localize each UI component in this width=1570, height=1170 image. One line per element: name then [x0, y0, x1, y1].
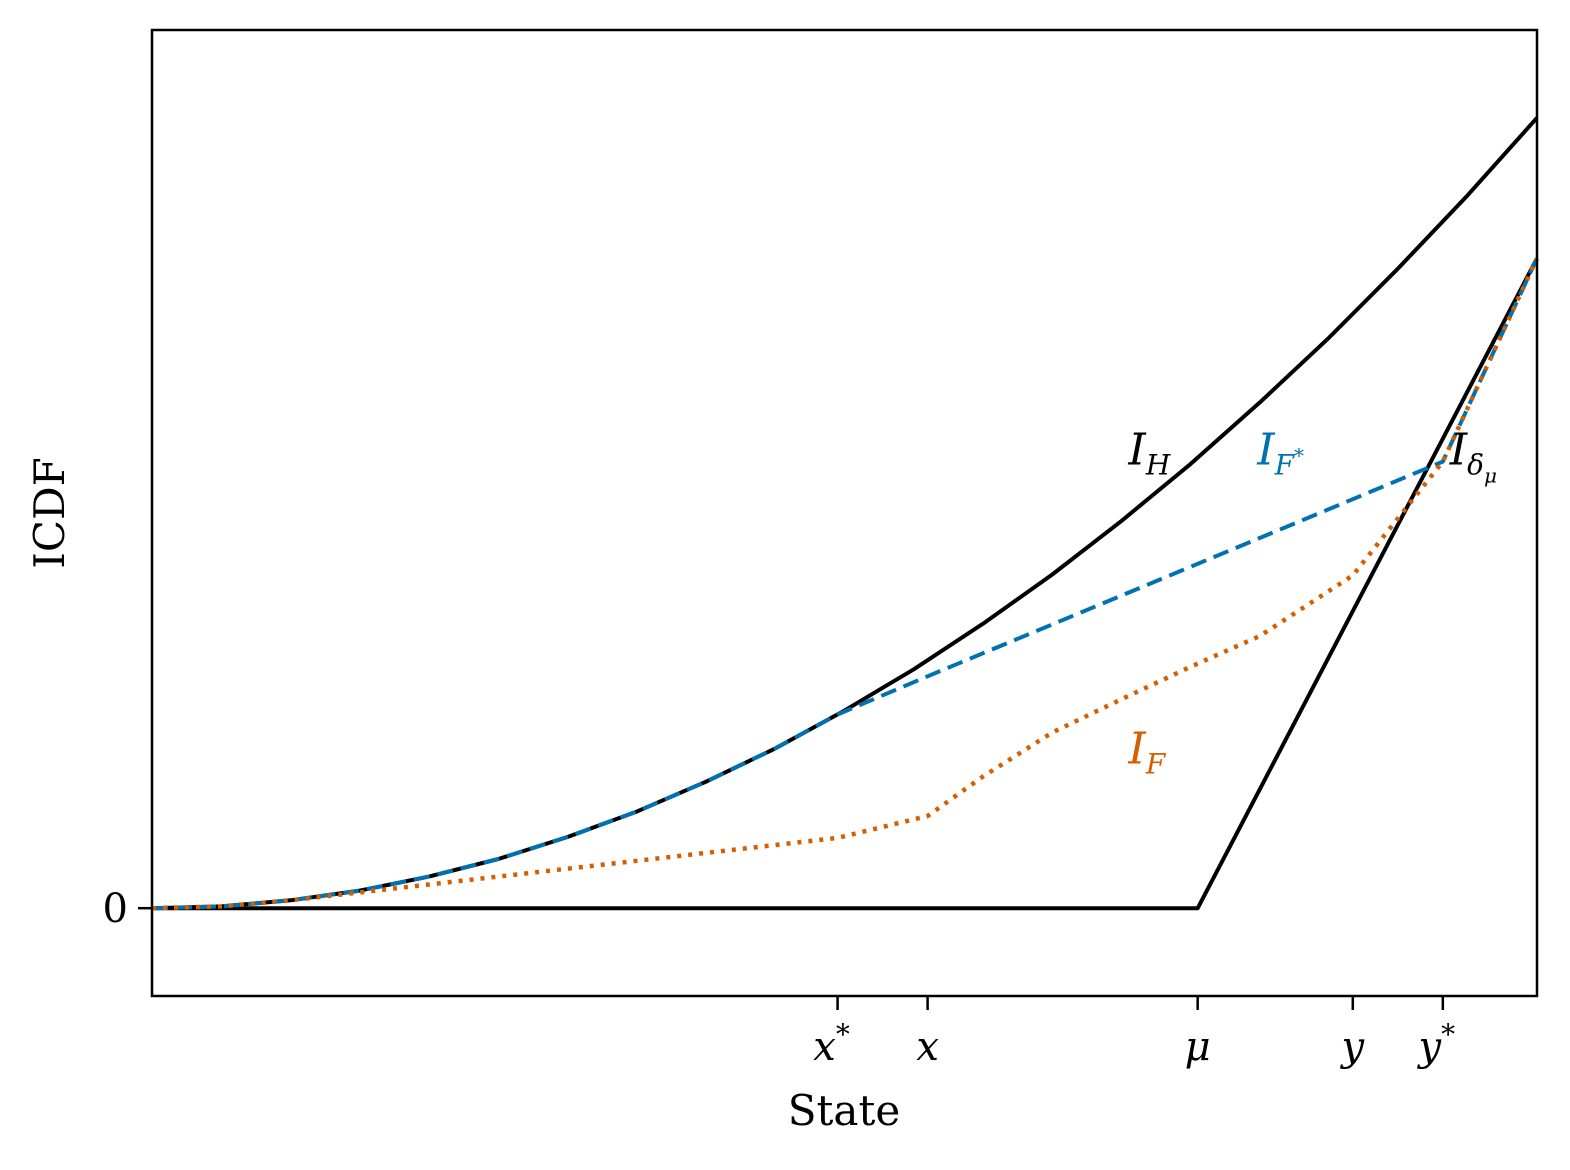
series-line-2	[151, 257, 1539, 911]
series-label-f-1: IF*	[1256, 425, 1304, 482]
series-line-0	[151, 116, 1539, 911]
x-tick-label-4: y*	[1417, 1018, 1456, 1070]
x-tick-label-1: x	[916, 1024, 939, 1070]
series-label-sub-1: F	[1274, 449, 1296, 482]
series-label-sub-3: F	[1145, 747, 1167, 780]
series-label-h-0: IH	[1127, 425, 1170, 482]
series-label-subsub-1: *	[1294, 444, 1304, 468]
series-label-main-2: I	[1449, 425, 1469, 476]
series-line-3	[151, 257, 1540, 911]
x-tick-label-3: y	[1339, 1024, 1365, 1070]
series-label-main-0: I	[1127, 425, 1147, 476]
x-axis: x* x μ y y*	[813, 996, 1455, 1070]
series-label-f-3: IF	[1127, 723, 1166, 780]
y-axis: 0	[103, 886, 152, 932]
series-label-main-1: I	[1256, 425, 1276, 476]
series-label-subsub-2: μ	[1484, 464, 1497, 488]
series-line-1	[152, 257, 1539, 911]
x-tick-label-2: μ	[1185, 1024, 1211, 1070]
series-label---2: Iδμ	[1449, 425, 1497, 488]
x-axis-label: State	[788, 1086, 900, 1135]
x-tick-label-sup-4: *	[1441, 1018, 1455, 1051]
series-label-sub-2: δ	[1467, 449, 1484, 482]
y-axis-label: ICDF	[25, 457, 74, 569]
series-label-main-3: I	[1127, 723, 1147, 774]
y-tick-label-0: 0	[103, 886, 128, 932]
series-label-sub-0: H	[1145, 449, 1171, 482]
x-tick-label-0: x*	[813, 1018, 850, 1070]
plot-frame	[150, 28, 1539, 998]
series-layer	[151, 116, 1540, 911]
x-tick-label-sup-0: *	[836, 1018, 850, 1051]
